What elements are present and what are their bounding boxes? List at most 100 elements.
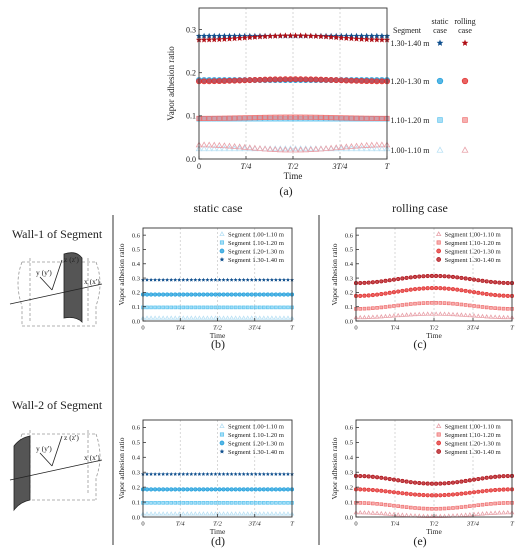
data-point — [450, 492, 456, 497]
data-point — [237, 511, 243, 516]
data-point — [359, 115, 365, 121]
data-point — [237, 472, 242, 476]
data-point — [281, 487, 286, 492]
data-point — [185, 305, 190, 310]
legend-marker-static — [436, 146, 444, 153]
data-point — [343, 145, 350, 152]
data-point — [193, 277, 198, 282]
x-tick-label: T/2 — [430, 325, 439, 332]
y-tick-label: 0.6 — [345, 232, 354, 239]
data-point — [241, 77, 248, 84]
data-point — [391, 277, 396, 282]
data-point — [192, 315, 198, 320]
data-point — [322, 145, 330, 151]
y-tick-label: 0.4 — [345, 261, 354, 268]
legend-label: Segment 1.10-1.20 m — [445, 432, 501, 439]
legend-marker-rolling — [461, 146, 469, 153]
data-point — [378, 510, 384, 516]
data-point — [241, 487, 246, 492]
data-point — [442, 286, 447, 291]
data-point — [471, 313, 477, 318]
legend-marker — [436, 440, 442, 446]
data-point — [362, 280, 367, 285]
data-point — [157, 292, 162, 297]
data-point — [165, 277, 170, 282]
axis-z-line — [51, 259, 63, 291]
data-point — [173, 472, 178, 476]
data-point — [261, 277, 266, 282]
data-point — [455, 505, 459, 510]
data-point — [176, 511, 182, 516]
legend-header-segment: Segment — [393, 26, 422, 35]
data-point — [463, 276, 468, 281]
data-point — [257, 472, 262, 476]
data-point — [333, 115, 339, 121]
data-point — [489, 306, 493, 310]
data-point — [233, 315, 239, 320]
data-point — [417, 301, 422, 306]
data-point — [408, 287, 413, 292]
data-point — [459, 512, 464, 517]
data-point — [233, 292, 238, 297]
data-point — [265, 511, 271, 516]
data-point — [378, 78, 385, 85]
data-point — [446, 492, 451, 497]
x-tick-label: T — [290, 521, 294, 528]
data-point — [229, 277, 234, 282]
data-point — [505, 307, 510, 311]
data-point — [253, 292, 258, 297]
data-point — [246, 77, 253, 84]
data-point — [236, 145, 243, 152]
data-series — [140, 315, 295, 320]
y-tick-label: 0.4 — [132, 261, 141, 268]
data-point — [229, 511, 234, 516]
data-point — [396, 303, 400, 308]
data-point — [434, 301, 438, 305]
data-point — [206, 78, 213, 85]
data-point — [226, 142, 233, 149]
data-point — [425, 286, 430, 291]
legend-marker — [219, 240, 225, 245]
data-point — [149, 305, 153, 310]
data-point — [484, 488, 489, 493]
data-point — [225, 487, 230, 492]
data-point — [368, 141, 376, 148]
wall-1-segment-drawing: z (z') y (y') x (x') — [9, 252, 103, 327]
data-point — [251, 33, 258, 40]
data-point — [242, 115, 248, 121]
data-point — [442, 274, 447, 279]
legend-header-rolling: case — [458, 26, 472, 35]
legend-label: Segment 1.10-1.20 m — [228, 240, 284, 247]
data-point — [176, 315, 182, 320]
data-point — [193, 305, 198, 310]
data-point — [425, 311, 431, 316]
y-tick-label: 0.3 — [345, 470, 353, 477]
data-point — [363, 32, 370, 39]
data-point — [501, 293, 506, 298]
data-point — [257, 501, 262, 505]
legend-marker-rolling — [461, 39, 469, 46]
data-series — [196, 76, 390, 85]
y-tick-label: 0.2 — [132, 290, 140, 297]
data-point — [265, 292, 270, 297]
data-point — [273, 292, 278, 297]
data-point — [205, 511, 210, 516]
data-point — [437, 311, 443, 316]
x-axis-title: Time — [426, 331, 442, 340]
data-point — [252, 115, 258, 121]
data-point — [379, 502, 384, 507]
data-point — [396, 277, 401, 282]
data-point — [193, 472, 198, 476]
data-point — [307, 145, 315, 152]
data-point — [425, 506, 430, 511]
data-point — [399, 312, 405, 317]
axis-y-label: y (y') — [36, 268, 52, 277]
data-point — [266, 305, 270, 310]
data-point — [488, 314, 494, 319]
data-point — [430, 506, 434, 511]
data-point — [373, 78, 380, 85]
data-point — [165, 487, 170, 492]
data-point — [165, 472, 170, 476]
data-point — [213, 305, 218, 310]
